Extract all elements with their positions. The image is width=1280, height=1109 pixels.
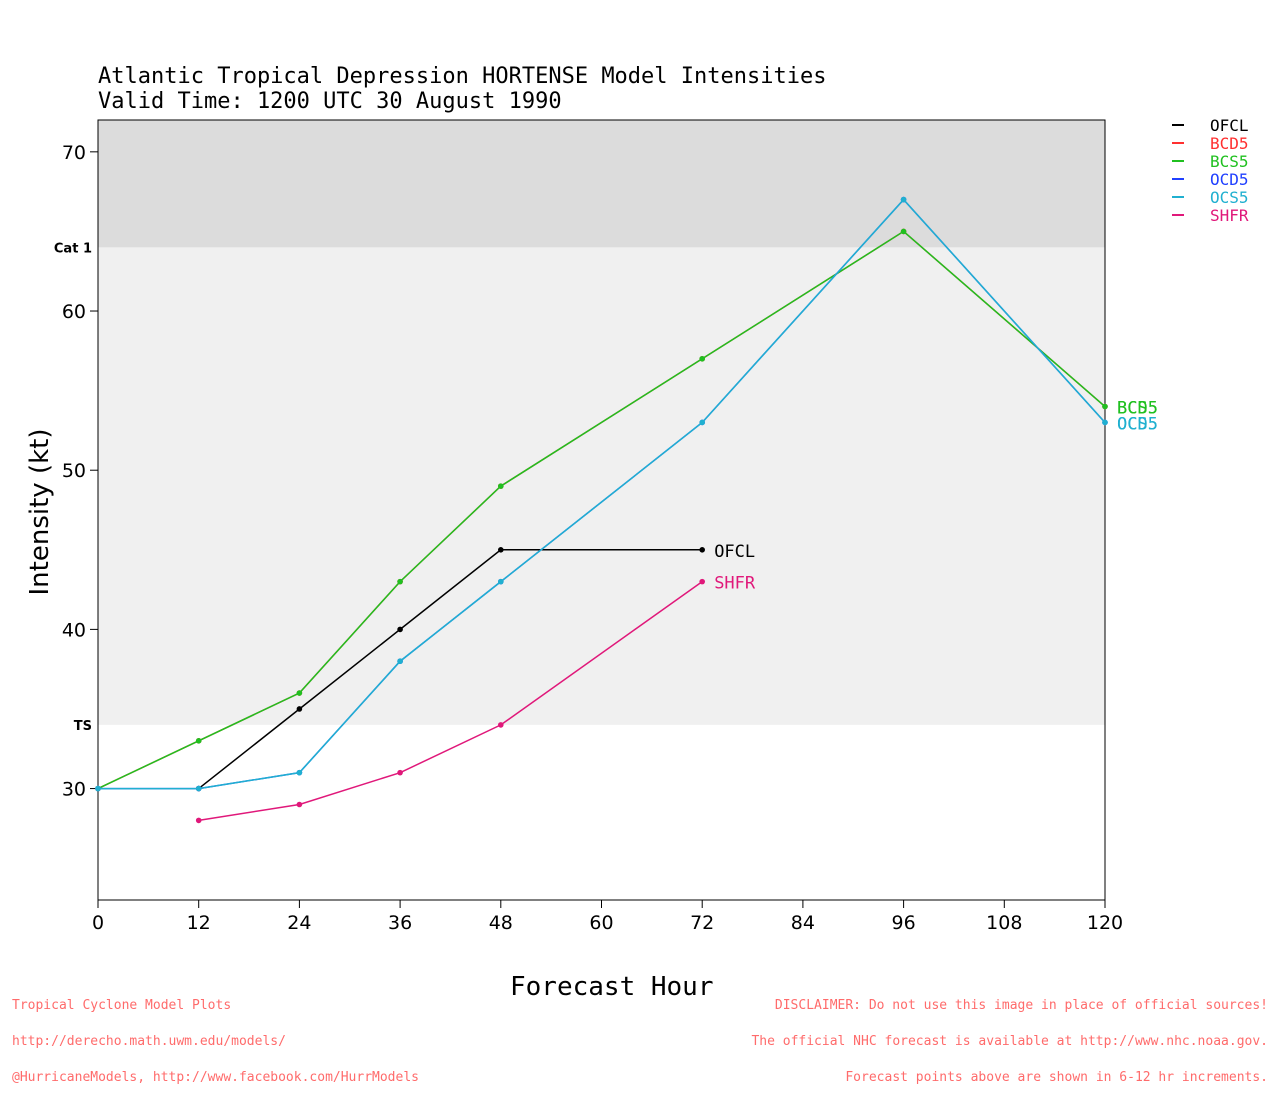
- series-end-label: OCD5: [1117, 414, 1158, 434]
- legend-label: BCD5: [1210, 133, 1249, 153]
- data-point-ofcl: [498, 546, 504, 553]
- y-tick-label: 60: [62, 301, 86, 323]
- legend-item: SHFR: [1172, 205, 1249, 225]
- y-tick-label: 50: [62, 460, 86, 482]
- data-point-bcs5: [1102, 403, 1108, 410]
- legend-swatch: [1172, 160, 1184, 162]
- legend-swatch: [1172, 196, 1184, 198]
- data-point-shfr: [195, 817, 202, 824]
- series-end-label: BCS5: [1117, 399, 1158, 419]
- legend-item: OCS5: [1172, 187, 1249, 207]
- x-tick-label: 72: [690, 912, 714, 934]
- data-point-bcs5: [397, 578, 403, 585]
- x-axis-label: Forecast Hour: [510, 972, 714, 1002]
- band-label: Cat 1: [54, 241, 92, 256]
- data-point-ocs5: [195, 785, 202, 792]
- x-tick-label: 48: [489, 912, 513, 934]
- legend-label: SHFR: [1210, 205, 1249, 225]
- series-line-ocs5: [98, 198, 1106, 790]
- x-tick-label: 0: [92, 912, 104, 934]
- data-point-ocs5: [1102, 419, 1108, 426]
- data-point-ofcl: [699, 546, 705, 553]
- legend-swatch: [1172, 214, 1184, 216]
- data-point-ocs5: [900, 196, 907, 203]
- data-point-shfr: [296, 801, 303, 808]
- data-point-bcs5: [699, 355, 705, 362]
- legend-label: OCS5: [1210, 187, 1249, 207]
- disclaimer-line: DISCLAIMER: Do not use this image in pla…: [774, 998, 1268, 1013]
- y-tick-label: 40: [62, 619, 86, 641]
- data-point-ocs5: [699, 419, 705, 426]
- x-tick-label: 36: [388, 912, 412, 934]
- legend-item: OCD5: [1172, 169, 1249, 189]
- x-tick-label: 108: [986, 912, 1022, 934]
- x-tick-label: 24: [287, 912, 311, 934]
- footer-credit-line: Tropical Cyclone Model Plots: [12, 998, 232, 1013]
- legend-label: BCS5: [1210, 151, 1249, 171]
- data-point-shfr: [498, 722, 504, 728]
- y-tick-label: 70: [62, 142, 86, 164]
- legend-label: OCD5: [1210, 169, 1249, 189]
- x-tick-label: 96: [892, 912, 916, 934]
- legend-item: OFCL: [1172, 115, 1249, 135]
- legend-item: BCS5: [1172, 151, 1249, 171]
- y-tick-label: 30: [62, 779, 86, 801]
- series-end-label: OFCL: [714, 542, 755, 562]
- x-tick-label: 120: [1087, 912, 1123, 934]
- disclaimer-line: The official NHC forecast is available a…: [751, 1034, 1268, 1049]
- x-tick-label: 84: [791, 912, 815, 934]
- band-label: TS: [74, 719, 92, 734]
- intensity-band: [98, 247, 1105, 725]
- data-point-shfr: [397, 769, 403, 776]
- chart-root: Atlantic Tropical Depression HORTENSE Mo…: [12, 64, 1268, 1084]
- x-tick-label: 12: [187, 912, 211, 934]
- footer-credit-line[interactable]: http://derecho.math.uwm.edu/models/: [12, 1034, 286, 1049]
- data-point-bcs5: [498, 483, 504, 489]
- legend-label: OFCL: [1210, 115, 1249, 135]
- data-point-bcs5: [195, 738, 202, 744]
- legend-swatch: [1172, 124, 1184, 126]
- series-end-label: BCD5: [1117, 399, 1158, 419]
- legend-item: BCD5: [1172, 133, 1249, 153]
- data-point-ocs5: [397, 658, 403, 665]
- disclaimer-line: Forecast points above are shown in 6-12 …: [845, 1070, 1268, 1085]
- intensity-band: [98, 120, 1105, 248]
- y-axis-label: Intensity (kt): [25, 428, 55, 596]
- data-point-ofcl: [397, 626, 403, 633]
- data-point-ofcl: [296, 706, 303, 712]
- legend: OFCL BCD5 BCS5 OCD5 OCS5 SHFR: [1172, 115, 1249, 225]
- data-point-bcs5: [900, 228, 907, 235]
- series-line-bcs5: [97, 230, 1106, 790]
- chart-title: Atlantic Tropical Depression HORTENSE Mo…: [98, 64, 827, 89]
- series-end-label: SHFR: [714, 574, 756, 594]
- data-point-ocs5: [95, 785, 101, 792]
- plot-area: TS Cat 1 30 40 50 60 70 0 12 24 36 48 60 72 84 96 108 120…: [54, 119, 1158, 934]
- chart-subtitle: Valid Time: 1200 UTC 30 August 1990: [98, 89, 562, 114]
- data-point-ocs5: [296, 769, 303, 776]
- data-point-shfr: [699, 578, 705, 585]
- footer-disclaimer: DISCLAIMER: Do not use this image in pla…: [751, 976, 1268, 1108]
- legend-swatch: [1172, 178, 1184, 180]
- data-point-ocs5: [498, 578, 504, 585]
- series-end-label: OCS5: [1117, 414, 1158, 434]
- x-tick-label: 60: [589, 912, 613, 934]
- footer-credit-line[interactable]: @HurricaneModels, http://www.facebook.co…: [12, 1070, 419, 1085]
- footer-credits: Tropical Cyclone Model Plots http://dere…: [12, 976, 419, 1108]
- legend-swatch: [1172, 142, 1184, 144]
- data-point-bcs5: [296, 690, 303, 696]
